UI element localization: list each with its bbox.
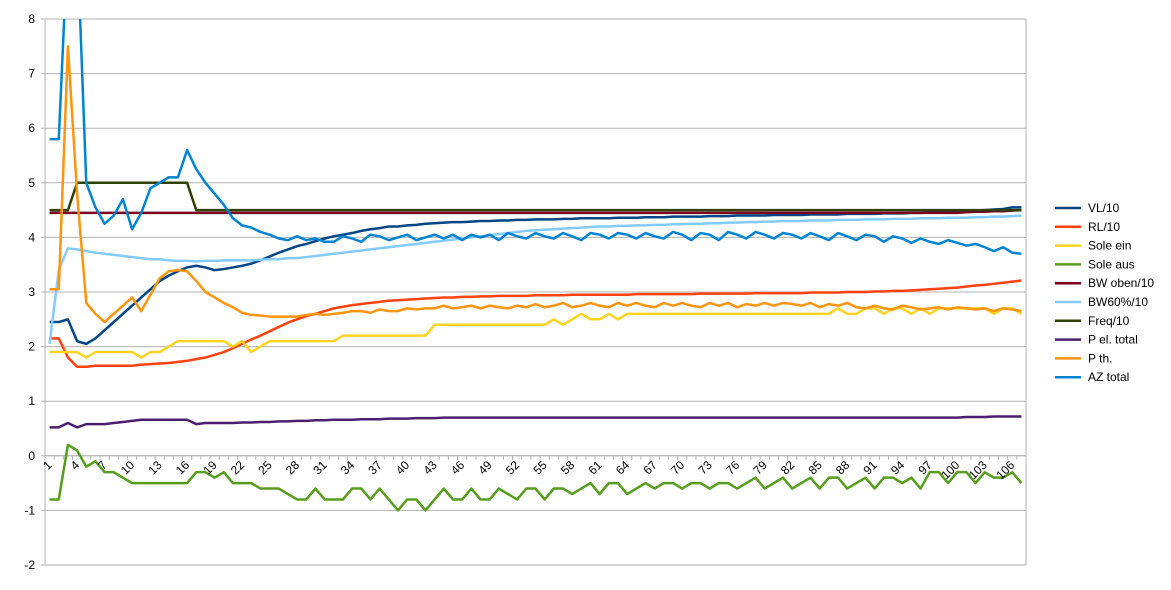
series-line bbox=[49, 279, 1022, 369]
y-tick-label: 2 bbox=[28, 340, 35, 354]
y-tick-label: 5 bbox=[28, 176, 35, 190]
legend-label: Freq/10 bbox=[1088, 314, 1130, 328]
legend-label: Sole ein bbox=[1088, 239, 1131, 253]
series-line bbox=[49, 208, 1022, 215]
legend-label: P th. bbox=[1088, 351, 1112, 365]
y-tick-label: 0 bbox=[28, 449, 35, 463]
y-tick-label: 8 bbox=[28, 12, 35, 26]
series-line bbox=[49, 45, 1022, 324]
y-tick-label: 3 bbox=[28, 285, 35, 299]
legend-label: RL/10 bbox=[1088, 220, 1120, 234]
series-line bbox=[49, 19, 1022, 256]
legend-label: AZ total bbox=[1088, 370, 1129, 384]
legend-label: P el. total bbox=[1088, 333, 1138, 347]
series-line bbox=[49, 181, 1022, 212]
series-line bbox=[49, 415, 1022, 429]
series-line bbox=[48, 214, 1022, 345]
y-tick-label: 7 bbox=[28, 67, 35, 81]
legend-label: BW60%/10 bbox=[1088, 295, 1148, 309]
y-tick-label: 1 bbox=[28, 394, 35, 408]
legend-label: Sole aus bbox=[1088, 257, 1135, 271]
y-tick-label: -1 bbox=[24, 503, 35, 517]
y-tick-label: 4 bbox=[28, 230, 35, 244]
series-line bbox=[49, 443, 1023, 512]
y-tick-label: -2 bbox=[24, 558, 35, 572]
series-line bbox=[49, 307, 1023, 359]
legend-label: VL/10 bbox=[1088, 201, 1120, 215]
legend-label: BW oben/10 bbox=[1088, 276, 1154, 290]
y-tick-label: 6 bbox=[28, 121, 35, 135]
plot-lines bbox=[48, 19, 1023, 512]
